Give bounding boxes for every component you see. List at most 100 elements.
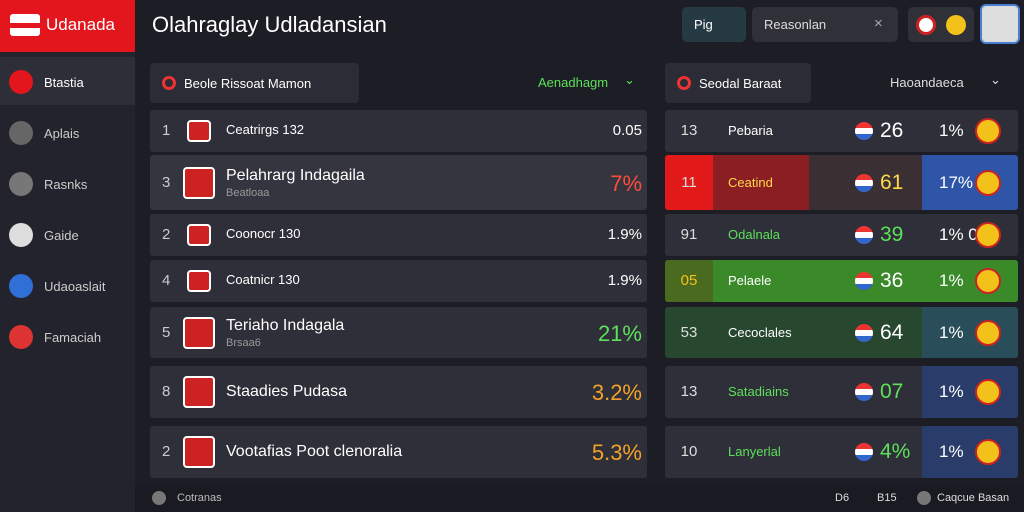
team-name: Teriaho Indagala: [226, 316, 345, 334]
nav-icon: [9, 274, 33, 298]
rank: 5: [162, 323, 171, 341]
brand-logo: [10, 14, 40, 36]
nav-icon: [9, 121, 33, 145]
rank: 11: [681, 173, 697, 191]
team-name: Pelahrarg Indagaila: [226, 166, 365, 184]
table-row[interactable]: 53 Cecoclales 64 1%: [665, 307, 1018, 358]
stat-value: 1.9%: [607, 272, 642, 289]
table-row[interactable]: 10 Lanyerlal 4% 1%: [665, 426, 1018, 478]
pct: 1%: [939, 121, 964, 140]
badge-icon: [975, 439, 1001, 465]
nav-label: Rasnks: [44, 177, 88, 192]
flag-icon: [855, 383, 873, 401]
nav-icon: [9, 70, 33, 94]
score: 07: [880, 380, 904, 403]
stat-value: 0.05: [612, 122, 642, 139]
flag-icon: [855, 323, 873, 342]
badge-icon: [975, 118, 1001, 144]
score: 39: [880, 223, 904, 246]
table-row[interactable]: 91 Odalnala 39 1% 0%: [665, 214, 1018, 256]
team-icon: [183, 436, 215, 468]
nav-item[interactable]: Rasnks: [0, 159, 135, 207]
brand-bar[interactable]: Udanada: [0, 0, 135, 52]
team-icon: [187, 270, 211, 292]
nav-label: Famaciah: [44, 330, 102, 345]
pct: 1%: [939, 322, 964, 342]
rank: 05: [680, 272, 698, 289]
chip-label: Pig: [694, 17, 713, 32]
rank: 53: [680, 323, 698, 341]
search-box[interactable]: Reasonlan ×: [752, 7, 898, 42]
right-filter[interactable]: Haoandaeca: [890, 75, 964, 90]
nav-label: Btastia: [44, 75, 84, 90]
stat-value: 3.2%: [591, 380, 642, 405]
flag-icon: [855, 443, 873, 461]
nav-item[interactable]: Btastia: [0, 57, 135, 105]
footer-right: Caqcue Basan: [937, 492, 1010, 504]
badge-icon: [975, 379, 1001, 405]
rank: 2: [162, 443, 171, 460]
nav-item[interactable]: Aplais: [0, 108, 135, 156]
rank: 10: [680, 443, 698, 460]
team-sub: Brsaa6: [226, 336, 261, 349]
badge-icon: [975, 268, 1001, 294]
chevron[interactable]: ⌄: [990, 72, 1001, 87]
flag-icon: [855, 272, 873, 290]
nav-icon: [9, 325, 33, 349]
clear-icon[interactable]: ×: [874, 15, 883, 32]
rank-cell: [665, 155, 713, 210]
table-row[interactable]: 11 Ceatind 61 17%: [665, 155, 1018, 210]
nav-item[interactable]: Gaide: [0, 210, 135, 258]
table-row[interactable]: 13 Satadiains 07 1%: [665, 366, 1018, 418]
team-name: Cecoclales: [728, 324, 792, 340]
flag-icon: [855, 226, 873, 244]
stat-value: 1.9%: [607, 226, 642, 243]
sidebar: Udanada Btastia Aplais Rasnks Gaide Udaoasla…: [0, 0, 135, 512]
stat-value: 21%: [597, 320, 642, 346]
notif-icon: [916, 15, 936, 35]
tab-label: Seodal Baraat: [699, 76, 782, 91]
team-name: Pelaele: [728, 273, 772, 288]
name-cell: [713, 155, 809, 210]
pct-cell: [922, 366, 1018, 418]
badge-icon: [975, 319, 1001, 346]
team-icon: [183, 166, 215, 199]
tab-label: Beole Rissoat Mamon: [184, 76, 312, 91]
nav-item[interactable]: Famaciah: [0, 312, 135, 360]
chevron[interactable]: ⌄: [624, 72, 635, 87]
team-icon: [183, 376, 215, 408]
rank: 4: [162, 272, 171, 289]
score: 36: [880, 269, 904, 292]
team-name: Vootafias Poot clenoralia: [226, 443, 403, 460]
left-tab[interactable]: Beole Rissoat Mamon: [150, 63, 359, 103]
tab-icon: [677, 76, 691, 90]
stat-value: 5.3%: [591, 440, 642, 465]
table-row[interactable]: 05 Pelaele 36 1%: [665, 260, 1018, 302]
table-row[interactable]: 13 Pebaria 26 1%: [665, 110, 1018, 152]
nav-item[interactable]: Udaoaslait: [0, 261, 135, 309]
rank-cell: [665, 260, 713, 302]
page-title: Olahraglay Udladansian: [152, 12, 387, 37]
footer-left: Cotranas: [177, 492, 222, 504]
pct-cell: [922, 260, 1018, 302]
pct-cell: [922, 155, 1018, 210]
notif-icon: [946, 15, 966, 35]
chip[interactable]: Pig: [682, 7, 746, 42]
left-filter[interactable]: Aenadhagm: [538, 75, 609, 90]
score: 26: [880, 119, 904, 142]
rank: 13: [680, 122, 698, 139]
pct-cell: [922, 110, 1018, 152]
right-tab[interactable]: Seodal Baraat: [665, 63, 811, 103]
notifications[interactable]: [908, 7, 974, 42]
search-text: Reasonlan: [764, 17, 827, 32]
stat-value: 7%: [610, 170, 642, 196]
avatar[interactable]: [980, 4, 1020, 44]
